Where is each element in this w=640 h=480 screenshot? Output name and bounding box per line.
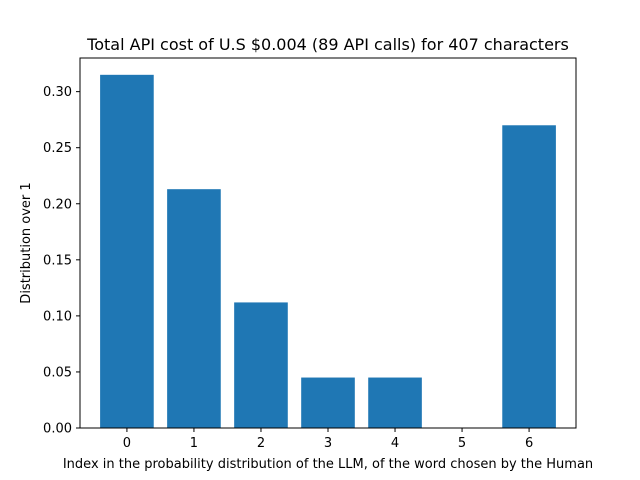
x-axis-ticks: 0 1 2 3 4 5 6 [123, 428, 533, 451]
bar-1 [167, 189, 221, 428]
bar-3 [301, 377, 355, 428]
y-axis-ticks: 0.00 0.05 0.10 0.15 0.20 0.25 0.30 [43, 85, 80, 437]
bars-group [100, 74, 556, 429]
x-tick-label: 3 [324, 436, 332, 451]
bar-2 [234, 302, 288, 428]
chart-title: Total API cost of U.S $0.004 (89 API cal… [86, 35, 569, 54]
plot-frame [79, 57, 577, 429]
y-tick-label: 0.00 [43, 422, 72, 437]
x-tick-label: 5 [458, 436, 466, 451]
x-tick-label: 0 [123, 436, 131, 451]
y-axis-label: Distribution over 1 [19, 182, 34, 303]
x-tick-label: 2 [257, 436, 265, 451]
bar-6 [502, 125, 556, 428]
bar-0 [100, 74, 154, 429]
y-tick-label: 0.30 [43, 85, 72, 100]
x-tick-label: 6 [525, 436, 533, 451]
y-tick-label: 0.10 [43, 309, 72, 324]
x-tick-label: 1 [190, 436, 198, 451]
x-axis-label: Index in the probability distribution of… [63, 457, 593, 472]
y-tick-label: 0.15 [43, 253, 72, 268]
x-tick-label: 4 [391, 436, 399, 451]
y-tick-label: 0.05 [43, 365, 72, 380]
y-tick-label: 0.25 [43, 141, 72, 156]
bar-4 [368, 377, 422, 428]
y-tick-label: 0.20 [43, 197, 72, 212]
